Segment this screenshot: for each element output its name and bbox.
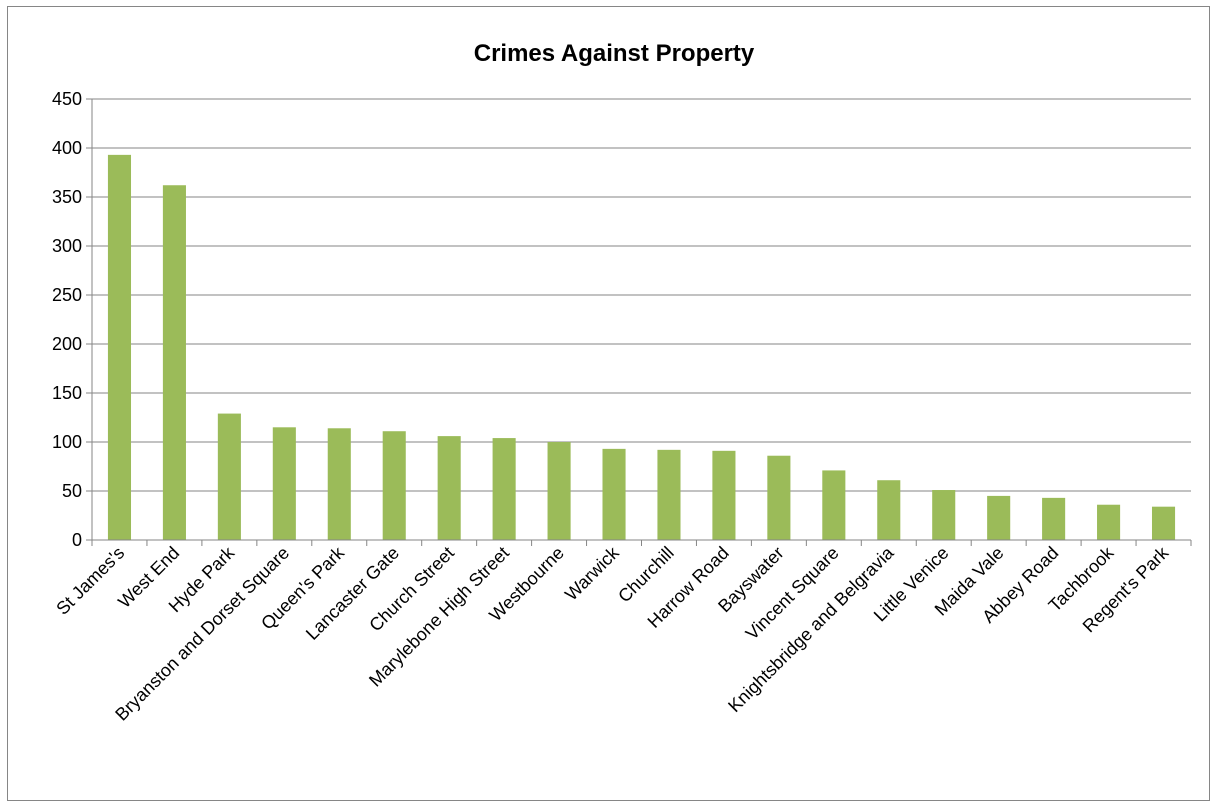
bar [162,185,186,541]
y-tick-label: 300 [52,236,82,256]
bar [657,449,681,540]
bar [382,431,406,540]
bar [217,413,241,540]
bar [602,448,626,540]
bar [107,154,132,541]
x-tick-label: Warwick [561,542,623,604]
y-tick-label: 250 [52,285,82,305]
bar [492,438,516,540]
bar [1151,506,1176,540]
y-tick-label: 200 [52,334,82,354]
y-axis-ticks: 0 50 100 150 200 250 300 350 400 450 [52,89,92,550]
y-tick-label: 100 [52,432,82,452]
bar [1097,504,1121,540]
y-tick-label: 450 [52,89,82,109]
bar [437,436,461,540]
bar [272,427,296,540]
chart-frame [7,6,1210,801]
bar [822,470,846,540]
bar [1042,497,1066,540]
y-tick-label: 50 [62,481,82,501]
bar [767,455,791,540]
y-tick-label: 350 [52,187,82,207]
y-tick-label: 0 [72,530,82,550]
y-tick-label: 150 [52,383,82,403]
bar [547,442,571,540]
axes [91,99,1192,546]
x-tick-label: Lancaster Gate [302,543,403,644]
x-tick-label: St James's [52,543,128,619]
bar [877,480,901,540]
y-tick-label: 400 [52,138,82,158]
bar [932,490,956,540]
bar [987,495,1011,540]
gridlines [92,98,1191,492]
bar [712,450,736,540]
bars [107,154,1176,541]
chart-title: Crimes Against Property [474,40,755,67]
bar [327,428,351,540]
x-tick-label: Vincent Square [742,543,843,644]
